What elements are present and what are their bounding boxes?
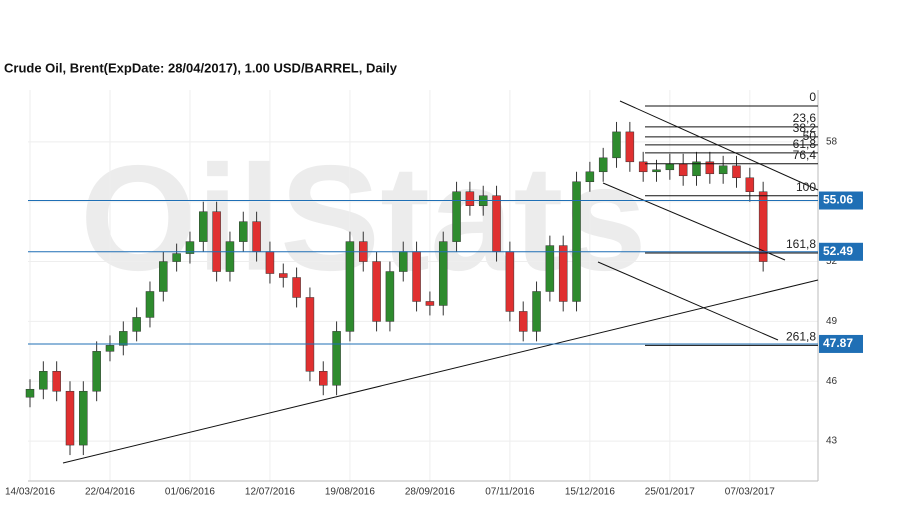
- candle-body: [692, 161, 701, 177]
- x-tick-label: 15/12/2016: [565, 487, 615, 498]
- candle-body: [239, 221, 248, 242]
- candle-body: [225, 241, 235, 272]
- level-label-box: [819, 191, 863, 210]
- x-tick-label: 07/03/2017: [725, 487, 775, 498]
- candle-body: [305, 297, 315, 372]
- candle-body: [385, 271, 395, 322]
- trendline: [62, 279, 819, 464]
- candle-body: [492, 195, 501, 252]
- candle-body: [372, 261, 381, 322]
- candles: [25, 121, 768, 456]
- y-tick-label: 43: [826, 436, 838, 447]
- x-tick-label: 14/03/2016: [5, 487, 55, 498]
- candle-body: [705, 161, 715, 175]
- candle-body: [532, 291, 541, 332]
- y-tick-label: 46: [826, 376, 838, 387]
- candle-body: [585, 171, 595, 183]
- candle-body: [52, 371, 61, 392]
- fib-label: 61,8: [793, 137, 817, 151]
- candle-body: [572, 181, 581, 302]
- y-tick-label: 49: [826, 316, 838, 327]
- x-tick-label: 12/07/2016: [245, 487, 295, 498]
- candle-body: [465, 191, 475, 206]
- candle-body: [652, 169, 661, 173]
- x-tick-label: 28/09/2016: [405, 487, 455, 498]
- fib-label: 261,8: [786, 330, 816, 344]
- x-tick-label: 07/11/2016: [485, 487, 535, 498]
- x-tick-label: 22/04/2016: [85, 487, 135, 498]
- candle-body: [132, 317, 141, 332]
- level-label-box: [819, 334, 863, 353]
- fib-label: 76,4: [793, 148, 817, 162]
- candle-body: [345, 241, 355, 332]
- candle-body: [598, 157, 608, 173]
- x-tick-label: 25/01/2017: [645, 487, 695, 498]
- candle-body: [119, 331, 128, 346]
- candle-body: [745, 177, 755, 192]
- candle-body: [212, 211, 221, 272]
- candle-body: [292, 277, 301, 298]
- level-label: 52.49: [823, 244, 853, 258]
- fib-label: 0: [809, 90, 816, 104]
- candle-body: [252, 221, 261, 252]
- candle-body: [518, 311, 528, 332]
- candle-body: [25, 388, 35, 398]
- candle-body: [625, 131, 635, 163]
- fib-label: 23,6: [793, 111, 817, 125]
- candle-body: [412, 251, 421, 302]
- candle-body: [638, 161, 648, 173]
- candle-body: [185, 241, 195, 254]
- candle-body: [319, 371, 328, 386]
- candle-body: [172, 253, 181, 262]
- fib-label: 50: [803, 129, 817, 143]
- x-tick-label: 19/08/2016: [325, 487, 375, 498]
- candle-body: [438, 241, 448, 306]
- candle-body: [558, 245, 568, 302]
- candle-body: [398, 251, 408, 272]
- candle-body: [732, 165, 741, 179]
- candle-body: [265, 251, 275, 274]
- grid: 43464952555814/03/201622/04/201601/06/20…: [5, 90, 838, 498]
- candle-body: [199, 211, 208, 242]
- candle-body: [545, 245, 555, 292]
- candle-body: [92, 351, 101, 392]
- fib-label: 161,8: [786, 237, 816, 251]
- candle-body: [105, 345, 115, 352]
- fib-label: 38,2: [793, 121, 817, 135]
- candle-body: [452, 191, 461, 242]
- candle-body: [505, 251, 515, 312]
- candle-body: [425, 301, 435, 306]
- trendline: [619, 100, 819, 191]
- fib-label: 100: [796, 180, 816, 194]
- candle-body: [665, 163, 675, 171]
- candle-body: [39, 371, 48, 390]
- x-tick-label: 01/06/2016: [165, 487, 215, 498]
- candle-body: [758, 191, 768, 262]
- level-label: 55.06: [823, 193, 853, 207]
- chart-title: Crude Oil, Brent(ExpDate: 28/04/2017), 1…: [4, 60, 398, 75]
- candle-body: [79, 390, 88, 446]
- candle-body: [718, 165, 728, 175]
- candle-body: [65, 390, 75, 446]
- candle-body: [678, 163, 688, 177]
- level-label-box: [819, 242, 863, 261]
- y-tick-label: 58: [826, 137, 838, 148]
- trendline: [602, 182, 786, 261]
- candle-body: [145, 291, 155, 318]
- candle-body: [159, 261, 168, 292]
- trendlines: [62, 100, 819, 464]
- candle-body: [612, 131, 621, 159]
- candle-body: [279, 273, 288, 278]
- y-tick-label: 52: [826, 256, 838, 267]
- trendline: [597, 261, 779, 341]
- candle-body: [332, 331, 341, 386]
- level-label: 47.87: [823, 336, 853, 350]
